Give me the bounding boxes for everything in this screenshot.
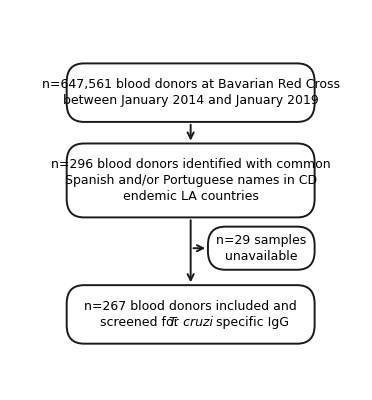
Text: T. cruzi: T. cruzi xyxy=(169,316,213,329)
FancyBboxPatch shape xyxy=(67,64,315,122)
FancyBboxPatch shape xyxy=(67,144,315,218)
Text: between January 2014 and January 2019: between January 2014 and January 2019 xyxy=(63,94,318,107)
Text: endemic LA countries: endemic LA countries xyxy=(123,190,259,203)
Text: screened for: screened for xyxy=(100,316,183,329)
Text: n=29 samples: n=29 samples xyxy=(216,234,307,247)
FancyBboxPatch shape xyxy=(67,285,315,344)
FancyBboxPatch shape xyxy=(208,227,315,270)
Text: n=267 blood donors included and: n=267 blood donors included and xyxy=(84,300,297,313)
Text: unavailable: unavailable xyxy=(225,250,298,263)
Text: Spanish and/or Portuguese names in CD: Spanish and/or Portuguese names in CD xyxy=(65,174,317,187)
Text: specific IgG: specific IgG xyxy=(212,316,289,329)
Text: n=296 blood donors identified with common: n=296 blood donors identified with commo… xyxy=(51,158,330,171)
Text: n=647,561 blood donors at Bavarian Red Cross: n=647,561 blood donors at Bavarian Red C… xyxy=(42,78,340,91)
